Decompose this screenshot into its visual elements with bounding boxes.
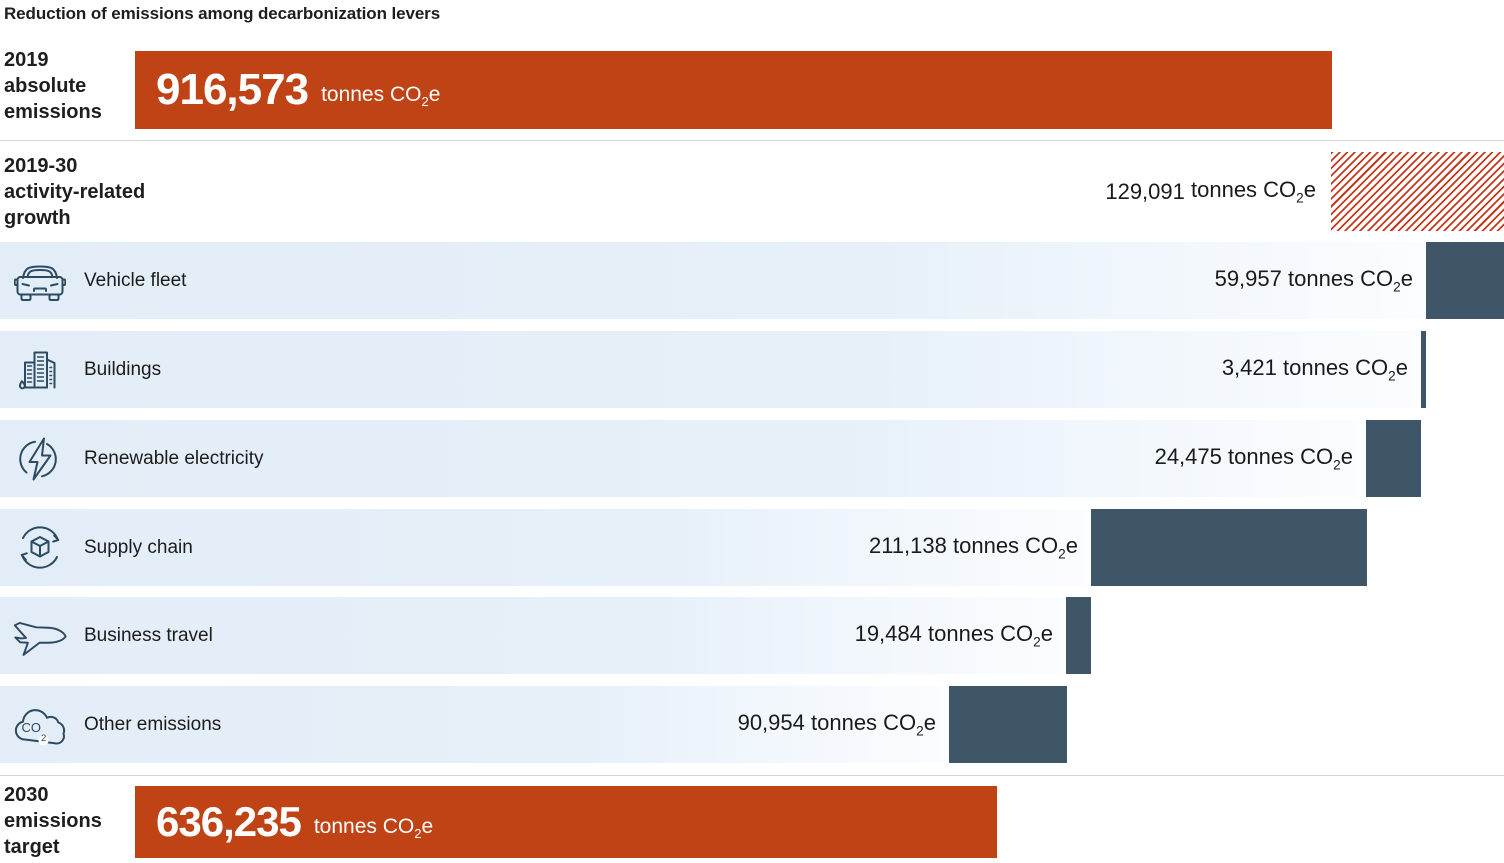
bar-other-emissions <box>949 686 1067 763</box>
label-2030-emissions-target: 2030 emissions target <box>4 784 102 858</box>
lever-label: Business travel <box>84 624 213 646</box>
label-2019-absolute-emissions: 2019 absolute emissions <box>4 49 102 123</box>
bar-2019-absolute-emissions: 916,573 tonnes CO2e <box>135 51 1332 129</box>
lever-value: 3,421 tonnes CO2e <box>1221 355 1408 384</box>
bar-business-travel <box>1066 597 1091 674</box>
car-icon <box>10 260 70 302</box>
lever-label: Renewable electricity <box>84 447 264 469</box>
svg-text:2: 2 <box>41 733 46 744</box>
bar-supply-chain <box>1091 509 1367 586</box>
lever-label: Other emissions <box>84 713 222 735</box>
supply-chain-icon <box>10 525 70 571</box>
lever-row-business-travel: Business travel 19,484 tonnes CO2e <box>0 597 1066 674</box>
lever-value: 59,957 tonnes CO2e <box>1214 266 1413 295</box>
bar-vehicle-fleet <box>1426 242 1504 319</box>
label-activity-related-growth: 2019-30 activity-related growth <box>4 155 146 229</box>
buildings-icon <box>10 348 70 392</box>
lightning-icon <box>10 436 70 482</box>
bar-growth-hatched <box>1331 152 1504 231</box>
bar-unit: tonnes CO2e <box>313 814 434 842</box>
lever-row-vehicle-fleet: Vehicle fleet 59,957 tonnes CO2e <box>0 242 1426 319</box>
svg-text:CO: CO <box>22 720 42 735</box>
bar-value: 636,235 <box>156 798 302 845</box>
lever-label: Supply chain <box>84 536 193 558</box>
bar-renewable-electricity <box>1366 420 1421 497</box>
lever-label: Buildings <box>84 358 162 380</box>
co2-cloud-icon: CO 2 <box>10 703 70 747</box>
separator-top <box>0 140 1504 141</box>
chart-title: Reduction of emissions among decarboniza… <box>4 4 441 23</box>
lever-row-buildings: Buildings 3,421 tonnes CO2e <box>0 331 1421 408</box>
lever-value: 211,138 tonnes CO2e <box>868 533 1078 562</box>
lever-value: 90,954 tonnes CO2e <box>737 710 936 739</box>
lever-row-other-emissions: CO 2 Other emissions 90,954 tonnes CO2e <box>0 686 949 763</box>
lever-row-supply-chain: Supply chain 211,138 tonnes CO2e <box>0 509 1091 586</box>
lever-row-renewable-electricity: Renewable electricity 24,475 tonnes CO2e <box>0 420 1366 497</box>
lever-value: 24,475 tonnes CO2e <box>1154 444 1353 473</box>
growth-value: 129,091 tonnes CO2e <box>1105 177 1316 206</box>
lever-value: 19,484 tonnes CO2e <box>854 621 1053 650</box>
bar-buildings <box>1421 331 1426 408</box>
lever-label: Vehicle fleet <box>84 269 187 291</box>
separator-bottom <box>0 775 1504 776</box>
bar-value: 916,573 <box>156 65 309 114</box>
airplane-icon <box>10 613 70 659</box>
bar-2030-emissions-target: 636,235 tonnes CO2e <box>135 786 997 858</box>
bar-unit: tonnes CO2e <box>321 82 441 110</box>
